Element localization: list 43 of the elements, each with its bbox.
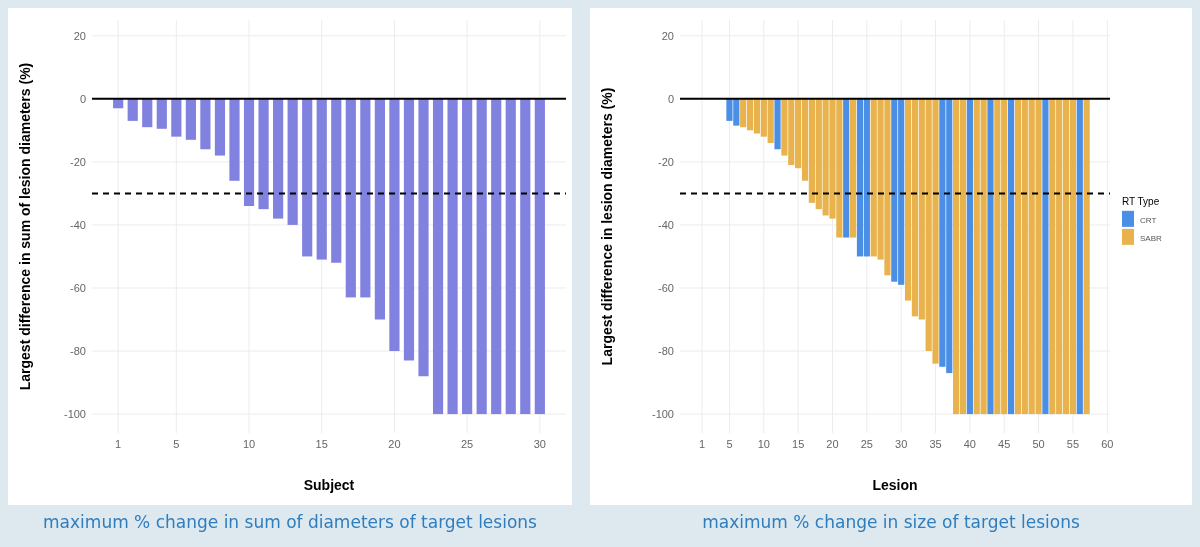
y-tick-label: -60 (70, 281, 86, 294)
x-tick-label: 35 (929, 438, 942, 450)
y-tick-label: -80 (658, 345, 674, 358)
x-tick-label: 25 (461, 438, 474, 450)
x-tick-label: 15 (315, 438, 328, 450)
y-tick-label: -60 (658, 281, 674, 294)
y-tick-label: 0 (79, 92, 86, 105)
y-axis-title: Largest difference in lesion diameters (%) (599, 87, 615, 366)
y-tick-label: -40 (70, 218, 86, 231)
x-tick-label: 15 (792, 438, 805, 450)
x-tick-label: 1 (115, 438, 122, 450)
y-tick-label: -80 (70, 345, 86, 358)
legend-label: SABR (1140, 233, 1163, 243)
x-tick-label: 5 (173, 438, 180, 450)
x-tick-label: 30 (895, 438, 908, 450)
text: maximum % change in sum of diameters of target lesions (43, 512, 538, 532)
x-tick-label: 60 (1101, 438, 1114, 450)
x-tick-label: 5 (726, 438, 733, 450)
y-tick-label: 20 (73, 29, 86, 42)
y-tick-label: -20 (70, 155, 86, 168)
x-tick-label: 55 (1066, 438, 1080, 450)
x-tick-label: 25 (860, 438, 873, 450)
x-tick-label: 45 (998, 438, 1011, 450)
text: maximum % change in size of target lesions (702, 512, 1080, 532)
x-tick-label: 50 (1032, 438, 1045, 450)
y-tick-label: -20 (658, 155, 674, 168)
x-tick-label: 20 (388, 438, 401, 450)
x-axis-title: Lesion (872, 477, 918, 493)
x-tick-label: 1 (698, 438, 706, 450)
y-axis-title: Largest difference in sum of lesion diameters (%) (17, 62, 33, 391)
legend-label: CRT (1140, 215, 1157, 225)
y-tick-label: -100 (63, 408, 86, 421)
x-tick-label: 10 (757, 438, 770, 450)
y-tick-label: -40 (658, 218, 674, 231)
y-tick-label: 0 (667, 92, 674, 105)
x-tick-label: 40 (963, 438, 976, 450)
x-tick-label: 30 (533, 438, 546, 450)
y-tick-label: -100 (651, 408, 674, 421)
x-axis-title: Subject (303, 477, 355, 493)
x-tick-label: 10 (242, 438, 256, 450)
legend-title: RT Type (1122, 195, 1160, 207)
x-tick-label: 20 (826, 438, 839, 450)
y-tick-label: 20 (661, 29, 674, 42)
